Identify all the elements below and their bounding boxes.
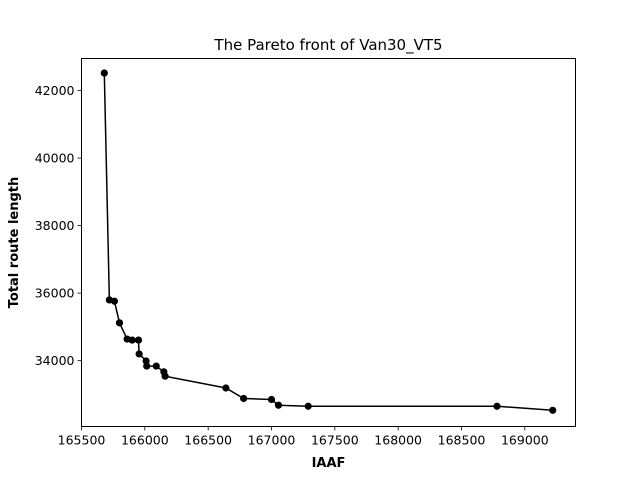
data-point	[134, 336, 143, 344]
data-point	[549, 406, 557, 414]
x-tick-label: 165500	[58, 433, 106, 448]
series-line	[103, 73, 553, 412]
chart-title: The Pareto front of Van30_VT5	[213, 36, 442, 55]
series-group	[100, 69, 557, 414]
plot-frame	[81, 58, 576, 427]
data-point	[240, 394, 248, 403]
data-point	[110, 297, 119, 305]
data-point	[493, 402, 501, 410]
data-point	[222, 384, 230, 392]
axis-ticks: 165500 166000 166500 167000 167500 168000 1685…	[35, 83, 549, 447]
data-point	[274, 401, 283, 409]
x-axis-label: IAAF	[312, 456, 346, 471]
x-tick-label: 169000	[501, 433, 549, 448]
data-point	[304, 402, 312, 410]
y-axis-label: Total route length	[7, 177, 22, 309]
x-tick-label: 166000	[121, 433, 169, 448]
x-tick-label: 167500	[311, 433, 359, 448]
data-point	[143, 362, 151, 370]
x-tick-label: 166500	[184, 433, 232, 448]
y-tick-label: 34000	[35, 353, 75, 368]
y-tick-label: 40000	[35, 151, 75, 166]
y-tick-label: 42000	[35, 83, 75, 98]
y-tick-label: 36000	[35, 286, 75, 301]
data-point	[115, 319, 124, 327]
x-tick-label: 168000	[374, 433, 422, 448]
x-tick-label: 168500	[438, 433, 486, 448]
data-point	[128, 336, 136, 344]
x-tick-label: 167000	[248, 433, 296, 448]
data-point	[100, 69, 108, 77]
data-point	[161, 372, 169, 380]
data-point	[135, 350, 143, 358]
y-tick-label: 38000	[35, 218, 75, 233]
data-point	[267, 395, 276, 404]
data-point	[152, 362, 160, 370]
